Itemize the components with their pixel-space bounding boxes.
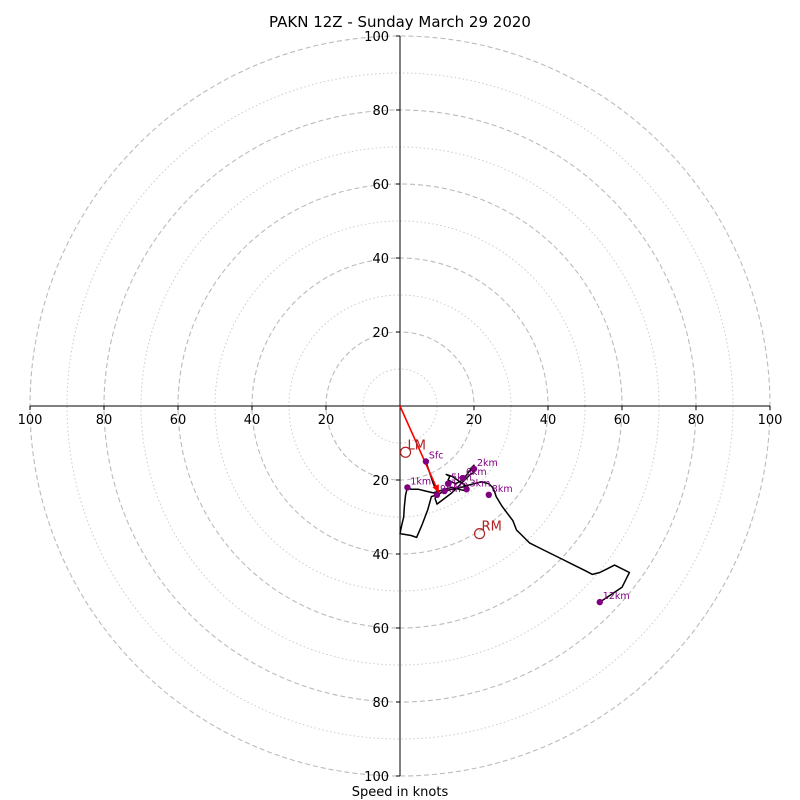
y-tick-label: 80 bbox=[372, 696, 389, 711]
height-label-8km: 8km bbox=[492, 484, 513, 495]
x-tick-label: 100 bbox=[18, 413, 43, 428]
height-label-7km: 7km bbox=[447, 480, 468, 491]
chart-title: PAKN 12Z - Sunday March 29 2020 bbox=[269, 13, 531, 31]
height-label-9km: 9km bbox=[440, 484, 461, 495]
x-tick-label: 100 bbox=[758, 413, 783, 428]
shear-vector-arrowhead bbox=[432, 484, 439, 493]
height-marker-9km bbox=[433, 491, 441, 498]
y-tick-label: 60 bbox=[372, 622, 389, 637]
shear-vector-line bbox=[399, 405, 440, 494]
y-tick-label: 100 bbox=[364, 30, 389, 45]
y-tick-label: 20 bbox=[372, 474, 389, 489]
height-label-6km: 6km bbox=[466, 467, 487, 478]
storm-motion-marker-lm bbox=[399, 446, 412, 458]
height-marker-1km bbox=[404, 484, 411, 491]
height-marker-12km bbox=[596, 598, 603, 606]
tick-labels: 100 80 60 40 20 20 40 60 80 100 20 40 60 80 100 20 40 60 8… bbox=[18, 30, 783, 785]
shear-vector bbox=[399, 405, 440, 494]
height-label-12km: 12km bbox=[603, 591, 630, 602]
storm-motion-markers: LM RM bbox=[399, 438, 502, 540]
height-marker-sfc bbox=[422, 458, 430, 465]
storm-motion-marker-rm bbox=[473, 528, 486, 540]
storm-motion-label-rm: RM bbox=[482, 520, 502, 535]
y-tick-label: 20 bbox=[372, 326, 389, 341]
height-marker-5km bbox=[444, 480, 452, 487]
x-tick-label: 60 bbox=[170, 413, 187, 428]
x-tick-label: 40 bbox=[244, 413, 261, 428]
height-marker-3km bbox=[463, 486, 470, 493]
x-tick-label: 80 bbox=[96, 413, 113, 428]
x-axis-label: Speed in knots bbox=[352, 785, 449, 800]
height-marker-6km bbox=[459, 474, 467, 482]
x-tick-label: 80 bbox=[688, 413, 705, 428]
height-marker-7km bbox=[441, 487, 448, 495]
x-tick-label: 40 bbox=[540, 413, 557, 428]
height-label-2km: 2km bbox=[477, 458, 498, 469]
height-label-1km: 1km bbox=[410, 476, 431, 487]
y-tick-label: 100 bbox=[364, 770, 389, 785]
x-tick-label: 20 bbox=[466, 413, 483, 428]
y-tick-label: 40 bbox=[372, 548, 389, 563]
x-tick-label: 60 bbox=[614, 413, 631, 428]
height-marker-8km bbox=[485, 491, 492, 498]
height-label-sfc: Sfc bbox=[429, 451, 444, 462]
y-tick-label: 60 bbox=[372, 178, 389, 193]
x-tick-label: 20 bbox=[318, 413, 335, 428]
y-tick-label: 80 bbox=[372, 104, 389, 119]
height-markers: Sfc1km2km3km5km6km7km8km9km12km bbox=[404, 451, 630, 606]
height-label-3km: 3km bbox=[470, 478, 491, 489]
y-tick-label: 40 bbox=[372, 252, 389, 267]
storm-motion-label-lm: LM bbox=[408, 438, 426, 453]
height-marker-2km bbox=[470, 465, 478, 473]
